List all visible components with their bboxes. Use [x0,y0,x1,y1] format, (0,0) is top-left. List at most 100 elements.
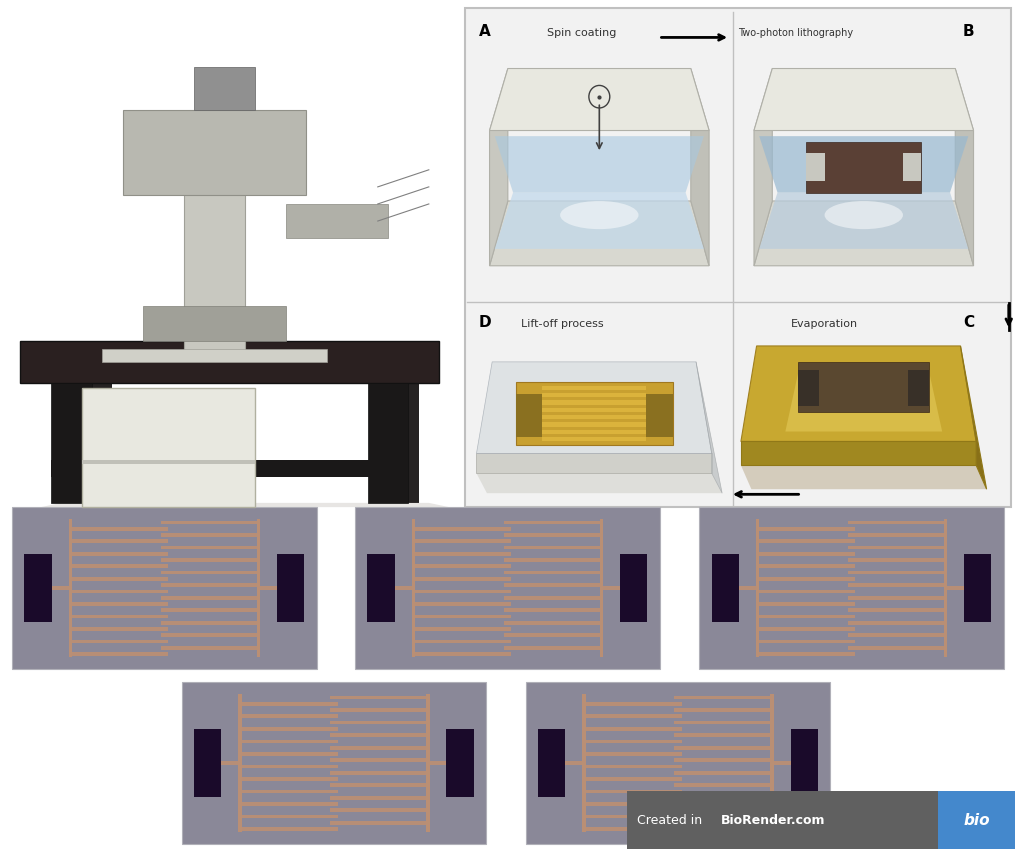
Bar [603,587,620,590]
Bar [760,653,856,656]
Bar [286,205,388,239]
Bar [760,527,856,531]
Bar [416,565,512,569]
Bar [330,783,426,787]
Bar [355,508,660,670]
Polygon shape [691,69,710,266]
Bar [774,762,790,765]
Bar [260,587,277,590]
Bar [756,519,760,658]
Polygon shape [495,137,703,194]
Bar [416,653,512,656]
Bar [72,653,168,656]
Bar [847,621,943,625]
Bar [674,746,770,750]
Polygon shape [785,373,942,432]
Polygon shape [753,69,974,131]
Bar [12,508,317,670]
Bar [330,771,426,775]
Bar [242,803,338,806]
Bar [330,796,426,800]
Bar [790,729,818,798]
Bar [72,565,168,569]
Bar [160,621,256,625]
Bar [847,559,943,562]
Bar [847,634,943,637]
Polygon shape [753,69,772,266]
Text: Lift-off process: Lift-off process [521,319,603,328]
Bar [798,370,819,406]
Bar [242,752,338,756]
Bar [620,554,647,623]
Bar [330,821,426,825]
Bar [847,583,943,588]
Bar [143,307,286,341]
Bar [586,815,682,819]
Bar [416,527,512,531]
Bar [760,589,856,594]
Bar [760,565,856,569]
Bar [72,540,168,543]
Bar [72,577,168,581]
Text: BioRender.com: BioRender.com [721,813,825,827]
Bar [586,827,682,831]
Bar [184,171,245,358]
Bar [242,790,338,793]
Bar [242,727,338,731]
Polygon shape [477,454,712,473]
Bar [586,752,682,756]
Bar [51,384,92,503]
Bar [542,408,646,413]
Bar [416,589,512,594]
Bar [847,608,943,612]
Bar [542,430,646,434]
Bar [25,554,52,623]
Bar [256,519,260,658]
Polygon shape [741,442,976,466]
Bar [194,729,222,798]
Bar [72,602,168,606]
Bar [416,602,512,606]
Bar [72,640,168,644]
Bar [699,508,1004,670]
Bar [82,461,255,465]
Bar [82,384,112,503]
Polygon shape [489,69,710,131]
Bar [242,777,338,781]
Bar [807,154,825,182]
Bar [160,559,256,562]
Bar [674,771,770,775]
Bar [160,608,256,612]
Bar [102,350,327,363]
Bar [847,521,943,525]
Bar [430,762,446,765]
Polygon shape [753,202,974,266]
Bar [72,589,168,594]
Bar [160,571,256,575]
Bar [330,746,426,750]
Text: B: B [963,24,975,38]
Text: Two-photon lithography: Two-photon lithography [738,27,854,38]
Bar [674,758,770,763]
Bar [416,628,512,631]
Bar [770,694,774,833]
Bar [160,533,256,537]
Bar [847,533,943,537]
Bar [627,791,938,849]
Bar [52,587,68,590]
Bar [503,521,599,525]
Bar [68,519,72,658]
Bar [760,540,856,543]
Bar [465,9,1011,508]
Bar [847,596,943,600]
Bar [516,394,542,438]
Bar [674,821,770,825]
Bar [222,762,238,765]
Bar [330,696,426,699]
Ellipse shape [825,202,903,230]
Bar [160,647,256,650]
Bar [72,527,168,531]
Bar [943,519,947,658]
Ellipse shape [561,202,638,230]
Bar [416,640,512,644]
